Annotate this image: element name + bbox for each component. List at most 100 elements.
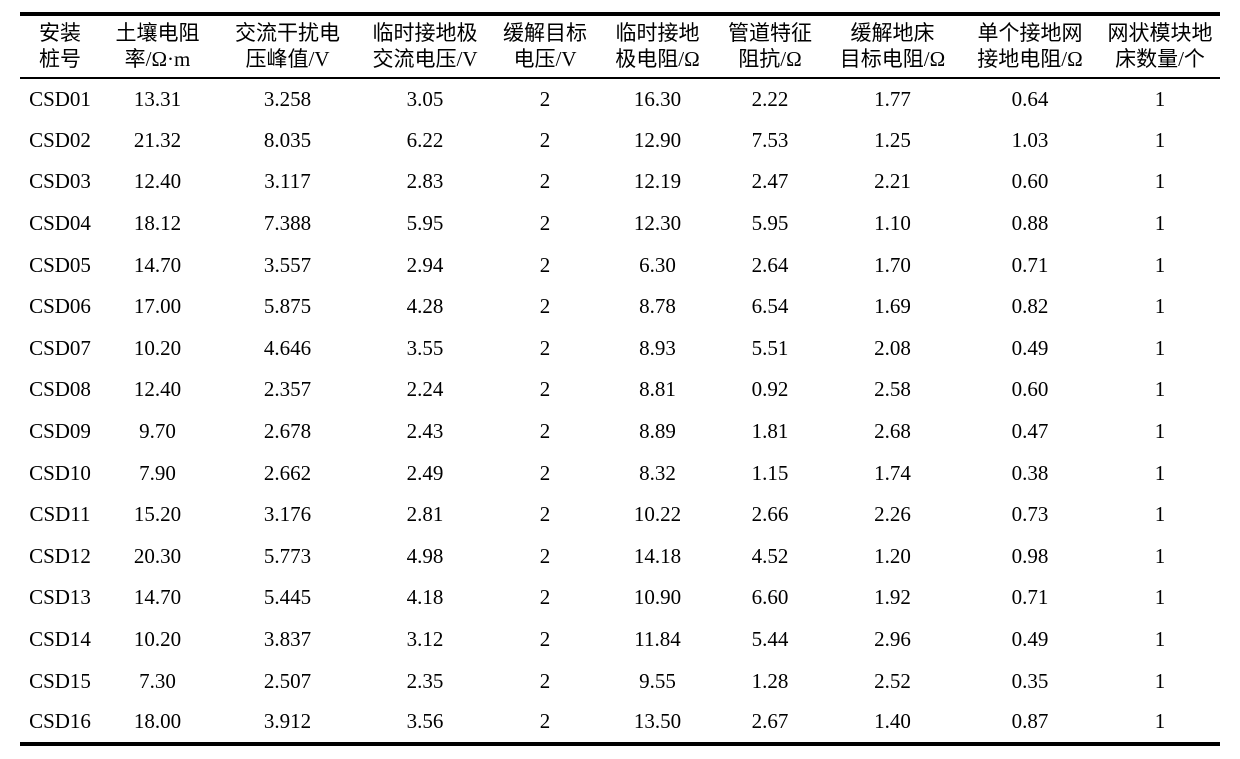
cell-mesh-module-ground-bed-count: 1 bbox=[1154, 709, 1166, 734]
cell-temporary-ground-electrode-resistance: 16.30 bbox=[633, 86, 682, 111]
cell-mitigation-ground-bed-target-resistance: 1.25 bbox=[874, 127, 911, 152]
cell-mitigation-ground-bed-target-resistance: 2.58 bbox=[874, 377, 911, 402]
cell-temporary-ground-electrode-resistance: 8.93 bbox=[639, 335, 676, 360]
cell-pile-number: CSD15 bbox=[29, 668, 91, 693]
table-header: 安装 桩号 土壤电阻 率/Ω·m 交流干扰电 压峰值/V 临时接地极 交流电压/… bbox=[20, 14, 1220, 78]
cell-temporary-ground-electrode-resistance: 14.18 bbox=[633, 543, 682, 568]
column-header-line: 阻抗/Ω bbox=[738, 47, 802, 71]
table-row: CSD15 7.30 2.507 2.35 2 9.55 1.28 2.52 0.35 1 bbox=[20, 660, 1220, 702]
table-row: CSD08 12.40 2.357 2.24 2 8.81 0.92 2.58 0.60 1 bbox=[20, 369, 1220, 411]
cell-pile-number: CSD16 bbox=[29, 709, 91, 734]
column-header-line: 交流干扰电 bbox=[235, 21, 340, 45]
cell-mitigation-ground-bed-target-resistance: 1.77 bbox=[874, 86, 911, 111]
cell-mesh-module-ground-bed-count: 1 bbox=[1154, 86, 1166, 111]
cell-temporary-ground-electrode-resistance: 8.89 bbox=[639, 419, 676, 444]
cell-temporary-ground-electrode-ac-voltage: 4.98 bbox=[406, 543, 444, 568]
column-header-mitigation-target-voltage: 缓解目标 电压/V bbox=[490, 14, 600, 78]
column-header-line: 极电阻/Ω bbox=[615, 47, 700, 71]
cell-mitigation-ground-bed-target-resistance: 1.92 bbox=[874, 585, 911, 610]
cell-temporary-ground-electrode-resistance: 6.30 bbox=[639, 252, 676, 277]
table-row: CSD11 15.20 3.176 2.81 2 10.22 2.66 2.26 0.73 1 bbox=[20, 494, 1220, 536]
cell-pile-number: CSD10 bbox=[29, 460, 91, 485]
column-header-line: 缓解地床 bbox=[850, 21, 935, 45]
cell-soil-resistivity: 10.20 bbox=[133, 627, 182, 652]
cell-mesh-module-ground-bed-count: 1 bbox=[1154, 668, 1166, 693]
cell-mitigation-ground-bed-target-resistance: 2.21 bbox=[874, 169, 911, 194]
cell-ac-interference-peak-voltage: 3.258 bbox=[263, 86, 312, 111]
cell-pipeline-characteristic-impedance: 7.53 bbox=[751, 127, 789, 152]
cell-mesh-module-ground-bed-count: 1 bbox=[1154, 585, 1166, 610]
cell-pile-number: CSD09 bbox=[29, 419, 91, 444]
cell-pile-number: CSD03 bbox=[29, 169, 91, 194]
cell-soil-resistivity: 18.12 bbox=[133, 211, 182, 236]
cell-mitigation-target-voltage: 2 bbox=[539, 86, 551, 111]
column-header-line: 目标电阻/Ω bbox=[839, 47, 946, 71]
cell-ac-interference-peak-voltage: 5.445 bbox=[263, 585, 312, 610]
cell-ac-interference-peak-voltage: 3.557 bbox=[263, 252, 312, 277]
cell-soil-resistivity: 13.31 bbox=[133, 86, 182, 111]
cell-pile-number: CSD06 bbox=[29, 294, 91, 319]
cell-mesh-module-ground-bed-count: 1 bbox=[1154, 460, 1166, 485]
cell-temporary-ground-electrode-ac-voltage: 3.56 bbox=[406, 709, 444, 734]
cell-soil-resistivity: 10.20 bbox=[133, 335, 182, 360]
cell-single-grounding-grid-resistance: 0.88 bbox=[1011, 211, 1049, 236]
cell-temporary-ground-electrode-resistance: 10.22 bbox=[633, 502, 682, 527]
cell-pile-number: CSD13 bbox=[29, 585, 91, 610]
cell-soil-resistivity: 20.30 bbox=[133, 543, 182, 568]
cell-temporary-ground-electrode-ac-voltage: 5.95 bbox=[406, 211, 444, 236]
cell-pipeline-characteristic-impedance: 5.51 bbox=[751, 335, 789, 360]
cell-temporary-ground-electrode-resistance: 12.30 bbox=[633, 211, 682, 236]
cell-single-grounding-grid-resistance: 1.03 bbox=[1011, 127, 1049, 152]
cell-soil-resistivity: 21.32 bbox=[133, 127, 182, 152]
column-header-pile-number: 安装 桩号 bbox=[20, 14, 100, 78]
cell-mitigation-target-voltage: 2 bbox=[539, 252, 551, 277]
cell-ac-interference-peak-voltage: 8.035 bbox=[263, 127, 312, 152]
column-header-pipeline-characteristic-impedance: 管道特征 阻抗/Ω bbox=[715, 14, 825, 78]
cell-pile-number: CSD05 bbox=[29, 252, 91, 277]
cell-mitigation-target-voltage: 2 bbox=[539, 502, 551, 527]
cell-single-grounding-grid-resistance: 0.64 bbox=[1011, 86, 1049, 111]
cell-pile-number: CSD12 bbox=[29, 543, 91, 568]
cell-single-grounding-grid-resistance: 0.82 bbox=[1011, 294, 1049, 319]
cell-pipeline-characteristic-impedance: 1.81 bbox=[751, 419, 789, 444]
cell-ac-interference-peak-voltage: 2.507 bbox=[263, 668, 312, 693]
cell-single-grounding-grid-resistance: 0.60 bbox=[1011, 377, 1049, 402]
cell-temporary-ground-electrode-resistance: 9.55 bbox=[639, 668, 676, 693]
cell-soil-resistivity: 7.90 bbox=[139, 460, 176, 485]
cell-soil-resistivity: 7.30 bbox=[139, 668, 176, 693]
cell-temporary-ground-electrode-ac-voltage: 2.35 bbox=[406, 668, 444, 693]
cell-soil-resistivity: 15.20 bbox=[133, 502, 182, 527]
table-row: CSD13 14.70 5.445 4.18 2 10.90 6.60 1.92 0.71 1 bbox=[20, 577, 1220, 619]
cell-temporary-ground-electrode-resistance: 13.50 bbox=[633, 709, 682, 734]
column-header-line: 临时接地极 bbox=[372, 21, 478, 45]
cell-pile-number: CSD08 bbox=[29, 377, 91, 402]
cell-mitigation-target-voltage: 2 bbox=[539, 709, 551, 734]
table-row: CSD04 18.12 7.388 5.95 2 12.30 5.95 1.10 0.88 1 bbox=[20, 203, 1220, 245]
cell-pipeline-characteristic-impedance: 5.44 bbox=[751, 627, 789, 652]
cell-ac-interference-peak-voltage: 5.773 bbox=[263, 543, 312, 568]
cell-temporary-ground-electrode-ac-voltage: 2.83 bbox=[406, 169, 444, 194]
cell-temporary-ground-electrode-resistance: 10.90 bbox=[633, 585, 682, 610]
column-header-temporary-ground-electrode-ac-voltage: 临时接地极 交流电压/V bbox=[360, 14, 490, 78]
cell-pipeline-characteristic-impedance: 0.92 bbox=[751, 377, 789, 402]
cell-mitigation-target-voltage: 2 bbox=[539, 211, 551, 236]
cell-temporary-ground-electrode-resistance: 8.32 bbox=[639, 460, 676, 485]
cell-temporary-ground-electrode-resistance: 11.84 bbox=[634, 627, 681, 652]
cell-pipeline-characteristic-impedance: 6.60 bbox=[751, 585, 789, 610]
cell-pipeline-characteristic-impedance: 1.15 bbox=[751, 460, 789, 485]
cell-temporary-ground-electrode-ac-voltage: 2.49 bbox=[406, 460, 444, 485]
cell-single-grounding-grid-resistance: 0.73 bbox=[1011, 502, 1049, 527]
cell-soil-resistivity: 12.40 bbox=[133, 169, 182, 194]
measurement-table-container: 安装 桩号 土壤电阻 率/Ω·m 交流干扰电 压峰值/V 临时接地极 交流电压/… bbox=[20, 12, 1220, 746]
cell-single-grounding-grid-resistance: 0.87 bbox=[1011, 709, 1049, 734]
cell-soil-resistivity: 14.70 bbox=[133, 585, 182, 610]
cell-mitigation-target-voltage: 2 bbox=[539, 585, 551, 610]
cell-single-grounding-grid-resistance: 0.71 bbox=[1011, 585, 1049, 610]
cell-pile-number: CSD07 bbox=[29, 335, 91, 360]
table-body: CSD01 13.31 3.258 3.05 2 16.30 2.22 1.77 0.64 1 CS… bbox=[20, 78, 1220, 744]
cell-mitigation-target-voltage: 2 bbox=[539, 377, 551, 402]
cell-single-grounding-grid-resistance: 0.60 bbox=[1011, 169, 1049, 194]
cell-mitigation-ground-bed-target-resistance: 2.26 bbox=[874, 502, 911, 527]
cell-mesh-module-ground-bed-count: 1 bbox=[1154, 377, 1166, 402]
cell-mesh-module-ground-bed-count: 1 bbox=[1154, 543, 1166, 568]
